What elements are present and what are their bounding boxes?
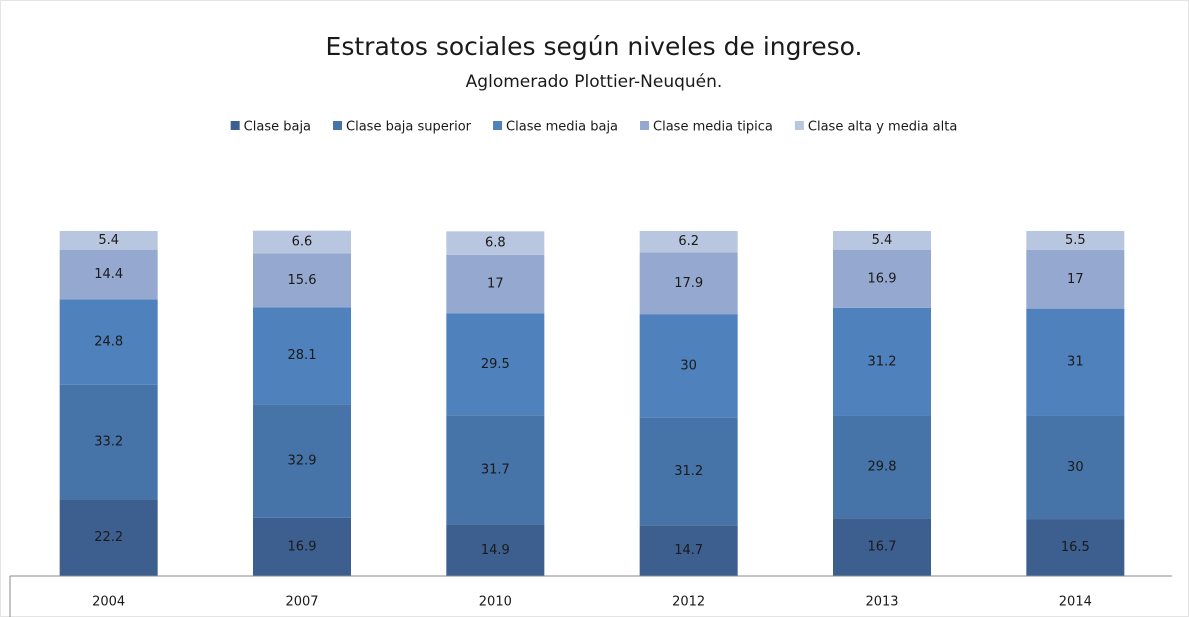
data-label: 31.2 [674,464,703,479]
data-label: 17 [1067,272,1084,287]
bar-segment [446,524,545,576]
data-label: 33.2 [94,435,123,450]
legend-swatch [230,121,240,130]
data-label: 6.2 [678,234,699,249]
data-label: 16.7 [868,540,897,555]
bar-segment [59,384,158,500]
bar-segment [639,525,738,576]
bar-segment [639,417,738,526]
x-tick-label: 2012 [672,595,705,610]
bar-segment [446,313,545,416]
bar-segment [1026,415,1125,520]
bar-segment [446,415,545,525]
bar-segment [59,249,158,300]
x-tick-label: 2013 [865,595,898,610]
data-label: 31.7 [481,462,510,477]
bar-segment [1026,519,1125,576]
data-label: 29.8 [868,459,897,474]
bar-segment [253,230,351,254]
x-tick-label: 2004 [92,595,125,610]
legend-label: Clase baja [244,120,311,135]
legend-swatch [640,121,650,130]
bar-segment [833,231,931,250]
x-tick-label: 2007 [285,595,318,610]
data-label: 6.6 [292,235,313,250]
legend-swatch [493,121,503,130]
bar-segment [253,307,351,405]
data-label: 5.5 [1065,233,1086,248]
bar-segment [639,314,738,418]
bar-segment [1026,308,1125,416]
bar-segment [833,415,931,519]
data-label: 16.9 [288,539,317,554]
data-label: 14.9 [481,543,510,558]
bar-segment [253,253,351,308]
data-label: 31 [1067,355,1084,370]
bar-segment [1026,231,1125,250]
chart-subtitle: Aglomerado Plottier-Neuquén. [466,72,723,92]
bar-segment [833,249,931,308]
data-label: 16.5 [1061,540,1090,555]
data-label: 16.9 [868,271,897,286]
bar-segment [253,517,351,576]
legend-label: Clase baja superior [346,120,472,135]
legend-label: Clase alta y media alta [808,120,957,135]
bar-segment [639,252,738,315]
data-label: 32.9 [288,453,317,468]
legend-label: Clase media tipica [653,120,773,135]
bar-segment [833,518,931,576]
chart-title: Estratos sociales según niveles de ingre… [326,32,863,61]
data-label: 24.8 [94,335,123,350]
data-label: 29.5 [481,357,510,372]
bar-segment [1026,249,1125,309]
legend-swatch [794,121,804,130]
x-tick-label: 2010 [479,595,512,610]
data-label: 30 [1067,460,1084,475]
legend-swatch [333,121,343,130]
data-label: 14.4 [94,267,123,282]
bar-segment [59,499,158,576]
bar-segment [59,299,158,385]
data-label: 30 [680,358,697,373]
data-label: 17 [487,277,504,292]
bar-segment [639,231,738,253]
legend-label: Clase media baja [506,120,618,135]
data-label: 15.6 [288,273,317,288]
data-label: 5.4 [98,233,119,248]
data-label: 14.7 [674,543,703,558]
bar-segment [446,254,545,314]
legend: Clase baja Clase baja superior Clase media… [230,120,957,135]
bar-segment [59,231,158,250]
data-label: 5.4 [872,233,893,248]
x-tick-label: 2014 [1059,595,1092,610]
bar-segment [446,231,545,255]
data-label: 17.9 [674,276,703,291]
data-label: 28.1 [288,348,317,363]
data-label: 22.2 [94,530,123,545]
bar-segment [253,404,351,518]
data-label: 6.8 [485,236,506,251]
bar-segment [833,307,931,416]
data-label: 31.2 [868,354,897,369]
